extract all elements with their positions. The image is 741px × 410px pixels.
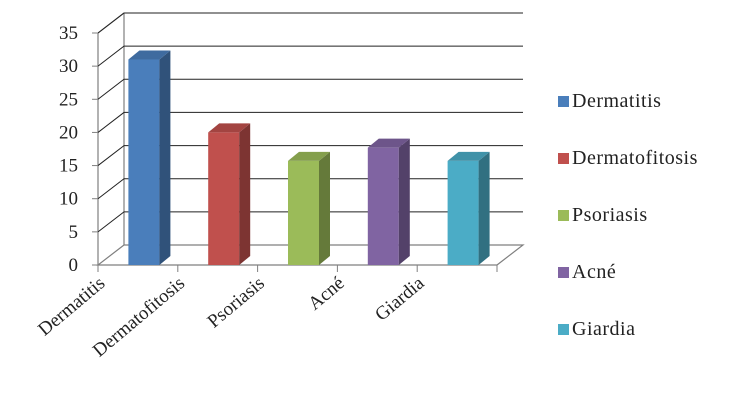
bar-top-face — [208, 123, 251, 133]
legend-item: Acné — [558, 261, 616, 283]
x-tick-label: Giardia — [371, 272, 429, 325]
legend-item: Psoriasis — [558, 204, 648, 226]
gridline — [97, 12, 523, 34]
bar-top-face — [447, 151, 490, 161]
bar-top-face — [288, 151, 330, 161]
legend-item: Giardia — [558, 318, 635, 340]
legend-swatch — [558, 210, 569, 221]
legend-label: Dermatitis — [572, 90, 661, 112]
bar-acn- — [367, 138, 410, 265]
bar-top-face — [128, 50, 171, 60]
legend-swatch — [558, 267, 569, 278]
bar-side-face — [398, 138, 410, 265]
x-tick-label: Dermatitis — [34, 273, 109, 341]
gridline — [97, 78, 523, 100]
x-tick-label: Acné — [304, 273, 348, 315]
y-tick-label: 5 — [69, 222, 79, 243]
legend-item: Dermatitis — [558, 90, 661, 112]
legend-swatch — [558, 153, 569, 164]
bar-side-face — [478, 151, 490, 265]
legend-item: Dermatofitosis — [558, 147, 698, 169]
y-tick-label: 0 — [69, 255, 79, 276]
bar-side-face — [319, 151, 330, 265]
bar-front-face — [447, 160, 479, 265]
y-tick-label: 10 — [59, 189, 78, 210]
bars — [128, 50, 490, 266]
legend-label: Acné — [572, 261, 616, 283]
gridline — [97, 111, 523, 133]
bar-front-face — [367, 147, 399, 265]
y-tick-label: 30 — [59, 56, 78, 77]
y-tick-label: 15 — [59, 156, 78, 177]
y-tick-label: 25 — [59, 89, 78, 110]
back-left-wall — [97, 12, 125, 265]
legend: Dermatitis Dermatofitosis Psoriasis Acné Gia… — [558, 90, 698, 340]
legend-swatch — [558, 96, 569, 107]
y-tick-label: 20 — [59, 122, 78, 143]
legend-label: Dermatofitosis — [572, 147, 698, 169]
bar-side-face — [159, 50, 171, 266]
bar-side-face — [239, 123, 251, 265]
bar-top-face — [367, 138, 410, 148]
bar-psoriasis — [288, 151, 330, 265]
y-axis-ticks: 0 5 10 15 20 25 30 35 — [59, 23, 98, 276]
legend-swatch — [558, 324, 569, 335]
bar-front-face — [208, 132, 240, 265]
bar-giardia — [447, 151, 490, 265]
y-tick-label: 35 — [59, 23, 78, 44]
legend-label: Giardia — [572, 318, 635, 340]
legend-label: Psoriasis — [572, 204, 648, 226]
gridline — [97, 45, 523, 67]
x-tick-label: Psoriasis — [204, 273, 269, 333]
bar-dermatitis — [128, 50, 171, 266]
bar-front-face — [288, 160, 319, 265]
bar-dermatofitosis — [208, 123, 251, 265]
bar-front-face — [128, 59, 160, 266]
